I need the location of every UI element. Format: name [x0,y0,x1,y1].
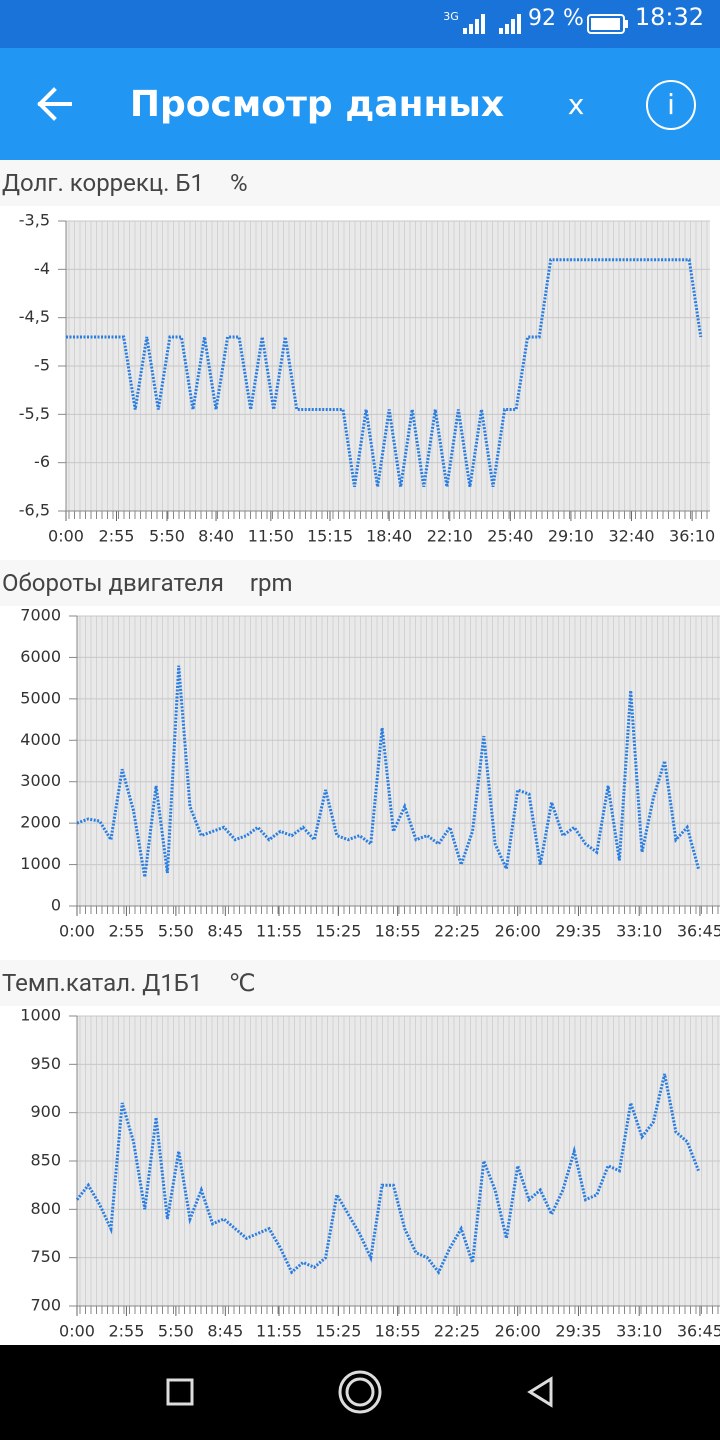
home-button[interactable] [338,1370,382,1414]
minor-grid [79,616,719,914]
x-tick-label: 0:00 [59,922,95,941]
x-tick-label: 15:25 [315,1322,361,1341]
y-tick-label: 3000 [20,771,61,790]
chart-title: Обороты двигателя [2,569,224,597]
y-tick-label: 7000 [20,606,61,625]
battery-level: 92 % [528,6,584,31]
x-tick-label: 33:10 [616,1322,662,1341]
x-tick-label: 33:10 [616,922,662,941]
nav-icons [166,1370,553,1414]
y-tick-label: -4 [34,259,50,278]
x-tick-label: 8:45 [207,922,243,941]
x-tick-label: 8:40 [198,527,234,546]
x-tick-label: 15:15 [307,527,353,546]
x-tick-label: 5:50 [158,922,194,941]
x-tick-label: 25:40 [487,527,533,546]
x-tick-label: 18:40 [366,527,412,546]
back-nav-button[interactable] [527,1376,553,1408]
chart-unit: % [229,169,248,197]
chart: -6,5 -6 -5,5 -5 -4,5 -4 -3,5 0:00 2:55 5:50 8:40 11… [19,211,715,546]
y-tick-label: -5,5 [19,404,50,423]
x-tick-label: 2:55 [108,1322,144,1341]
y-tick-label: 950 [30,1054,61,1073]
y-tick-label: 0 [51,896,61,915]
x-tick-label: 36:45 [677,1322,720,1341]
clock: 18:32 [635,3,704,31]
y-tick-label: 1000 [20,854,61,873]
x-tick-label: 11:50 [248,527,294,546]
x-tick-label: 29:10 [548,527,594,546]
status-icons: 3G 92 % 18:32 [443,3,704,34]
y-tick-label: 850 [30,1151,61,1170]
y-tick-label: 6000 [20,647,61,666]
y-tick-label: 750 [30,1247,61,1266]
chart-header: Обороты двигателя rpm [0,560,720,606]
info-button[interactable] [646,80,696,130]
battery-icon [587,14,625,34]
x-tick-label: 36:10 [669,527,715,546]
chart-unit: rpm [249,569,293,597]
x-tick-label: 26:00 [495,1322,541,1341]
battery-tip [625,20,628,28]
x-tick-label: 22:10 [427,527,473,546]
y-tick-label: -4,5 [19,307,50,326]
x-tick-label: 29:35 [555,1322,601,1341]
x-tick-label: 18:55 [375,1322,421,1341]
chart-unit: ℃ [228,969,256,997]
y-tick-label: 900 [30,1102,61,1121]
x-tick-label: 22:25 [434,1322,480,1341]
home-button-inner [345,1377,375,1407]
x-tick-label: 5:50 [149,527,185,546]
x-tick-label: 2:55 [108,922,144,941]
app-bar: Просмотр данных x i [0,48,720,160]
navigation-bar [0,1345,720,1440]
y-tick-label: -6,5 [19,501,50,520]
status-bar: 3G 92 % 18:32 [0,0,720,48]
x-tick-label: 29:35 [555,922,601,941]
recents-button[interactable] [166,1378,194,1406]
y-tick-label: 800 [30,1199,61,1218]
x-tick-label: 8:45 [207,1322,243,1341]
chart: 700 750 800 850 900 950 1000 0:00 2:55 5:50 8:45 11… [20,1006,720,1341]
app-bar-content: Просмотр данных x i [37,80,696,130]
back-button[interactable] [37,87,72,121]
x-tick-label: 18:55 [375,922,421,941]
x-tick-label: 15:25 [315,922,361,941]
chart-title: Долг. коррекц. Б1 [2,169,204,197]
x-tick-label: 26:00 [495,922,541,941]
y-tick-label: 5000 [20,688,61,707]
y-tick-label: 1000 [20,1006,61,1025]
battery-fill [591,18,620,30]
y-tick-label: -5 [34,356,50,375]
chart-header: Темп.катал. Д1Б1 ℃ [0,960,720,1006]
y-tick-label: -6 [34,452,50,471]
x-tick-label: 2:55 [99,527,135,546]
y-tick-label: 2000 [20,813,61,832]
signal-icon [463,14,521,34]
network-type: 3G [443,10,459,23]
y-tick-label: 700 [30,1296,61,1315]
chart-title: Темп.катал. Д1Б1 [2,969,203,997]
x-tick-label: 11:55 [256,1322,302,1341]
app-title: Просмотр данных [130,84,504,125]
x-tick-label: 11:55 [256,922,302,941]
x-tick-label: 0:00 [59,1322,95,1341]
y-tick-label: -3,5 [19,211,50,230]
x-tick-label: 32:40 [608,527,654,546]
x-tick-label: 22:25 [434,922,480,941]
x-tick-label: 36:45 [677,922,720,941]
close-button[interactable]: x [568,88,585,121]
chart-header: Долг. коррекц. Б1% [0,160,720,206]
data-line [75,1073,700,1276]
info-label[interactable]: i [667,88,675,121]
y-tick-label: 4000 [20,730,61,749]
chart: 0 1000 2000 3000 4000 5000 6000 7000 0:00 2:55 5:5… [20,606,720,941]
x-tick-label: 0:00 [48,527,84,546]
x-tick-label: 5:50 [158,1322,194,1341]
data-line [76,665,700,878]
data-line [66,258,703,488]
